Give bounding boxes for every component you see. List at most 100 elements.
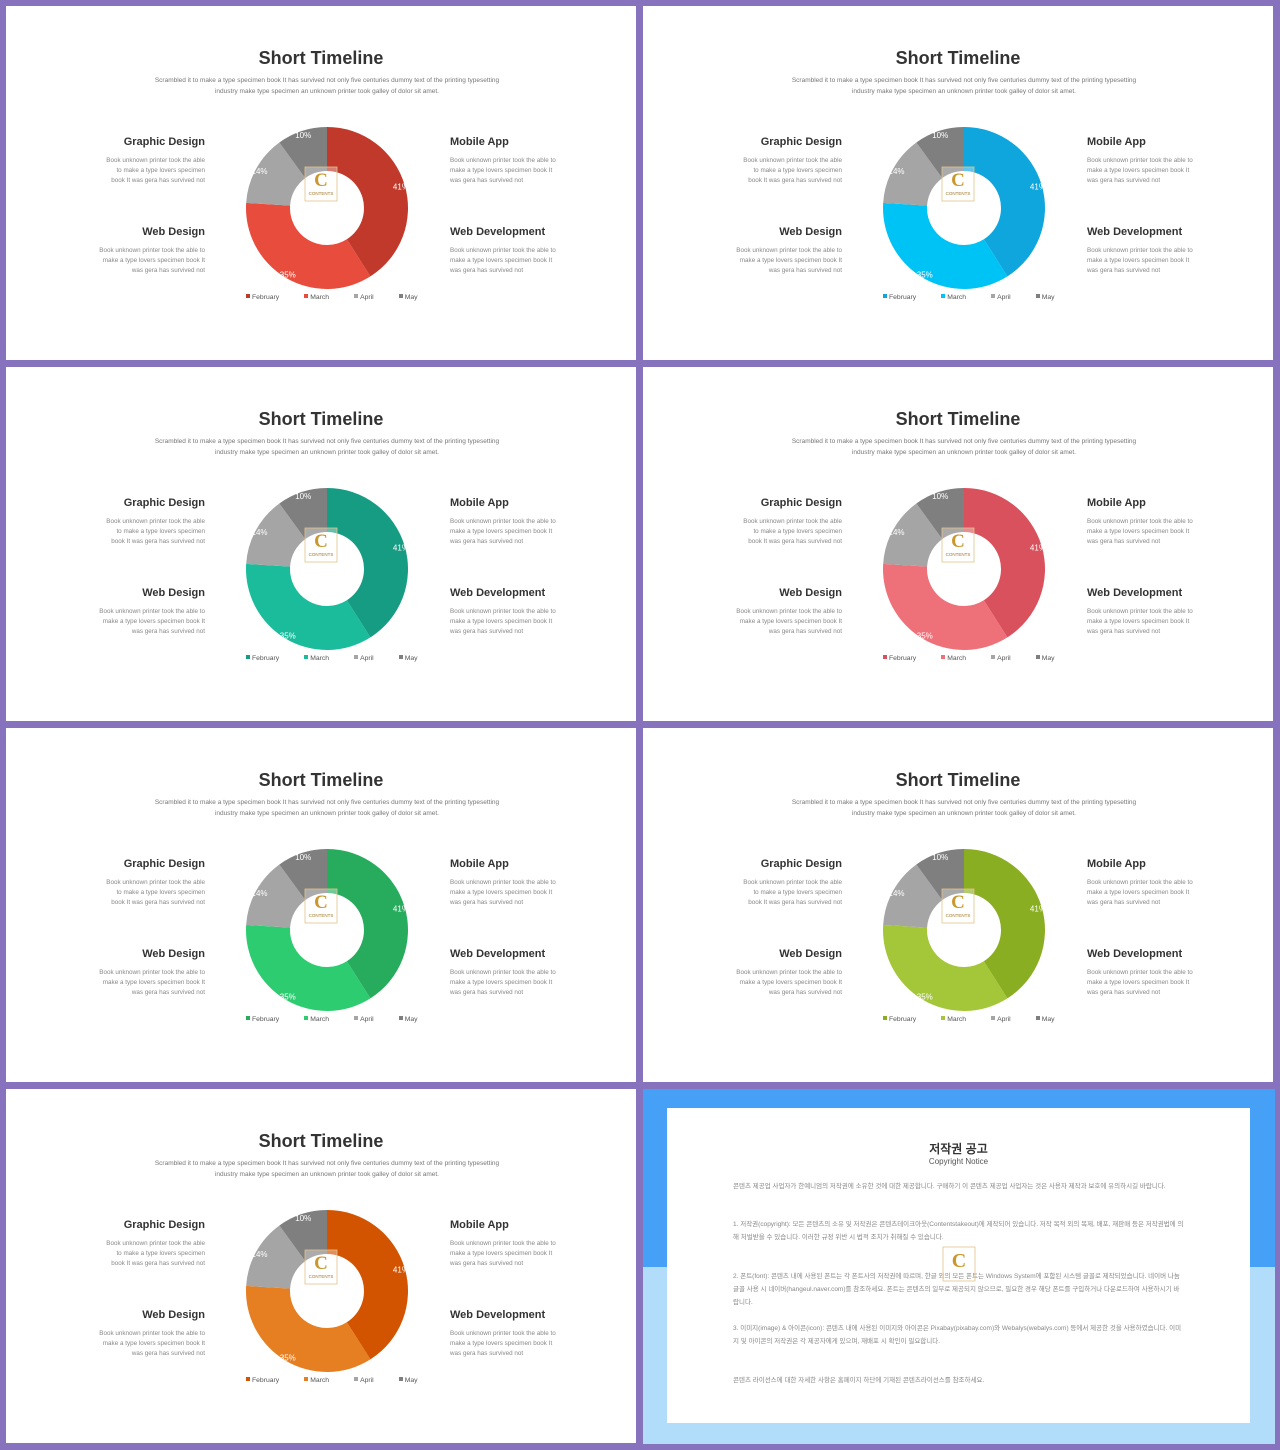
- legend-label: February: [889, 655, 917, 662]
- donut-chart: 41% 35% 14% 10%: [246, 1210, 409, 1372]
- desc-line: Book unknown printer took the able: [106, 879, 205, 886]
- desc-line: make a type lovers specimen book It: [450, 528, 553, 535]
- svg-text:CONTENTS: CONTENTS: [309, 1274, 334, 1279]
- label-graphic-design: Graphic Design: [123, 858, 205, 870]
- legend-item-april: April: [991, 655, 1011, 662]
- donut-slice-march: [246, 563, 371, 650]
- legend-label: April: [997, 655, 1011, 662]
- desc-line: book It was gera has survived not: [111, 538, 205, 545]
- donut-slice-april: [883, 503, 943, 567]
- legend-item-april: April: [354, 1377, 374, 1384]
- label-web-design: Web Design: [142, 948, 205, 960]
- subtitle-line: industry make type specimen an unknown p…: [214, 810, 439, 817]
- desc-line: book It was gera has survived not: [748, 538, 842, 545]
- donut-slice-february: [964, 127, 1045, 277]
- legend-label: March: [310, 655, 330, 662]
- legend-item-february: February: [246, 655, 279, 662]
- svg-text:C: C: [314, 892, 328, 913]
- donut-slice-february: [327, 488, 409, 638]
- desc-line: was gera has survived not: [768, 628, 842, 635]
- desc-line: was gera has survived not: [1087, 899, 1161, 906]
- desc-line: make a type lovers specimen book It: [450, 618, 553, 625]
- donut-slice-april: [246, 503, 306, 567]
- desc-line: Book unknown printer took the able: [743, 518, 842, 525]
- svg-text:CONTENTS: CONTENTS: [309, 552, 334, 557]
- legend-label: April: [360, 294, 374, 301]
- desc-line: make a type lovers specimen book It: [1087, 618, 1190, 625]
- desc-line: Book unknown printer took the able to: [450, 1240, 556, 1247]
- desc-line: make a type lovers specimen book It: [450, 167, 553, 174]
- donut-slice-may: [916, 127, 964, 179]
- legend-label: February: [252, 655, 280, 662]
- label-web-development: Web Development: [450, 1309, 546, 1321]
- legend-item-april: April: [354, 655, 374, 662]
- svg-text:C: C: [314, 1253, 328, 1274]
- label-graphic-design: Graphic Design: [760, 136, 842, 148]
- subtitle-line: industry make type specimen an unknown p…: [851, 449, 1076, 456]
- desc-line: make a type lovers specimen book It: [1087, 167, 1190, 174]
- desc-line: was gera has survived not: [450, 1260, 524, 1267]
- contents-logo-icon: C: [942, 1246, 976, 1282]
- desc-line: was gera has survived not: [768, 267, 842, 274]
- desc-line: Book unknown printer took the able to: [99, 247, 205, 254]
- legend-label: April: [997, 294, 1011, 301]
- legend-label: February: [889, 294, 917, 301]
- legend-swatch: [304, 655, 309, 659]
- legend-swatch: [398, 294, 403, 298]
- desc-line: to make a type lovers specimen: [753, 167, 842, 174]
- legend-swatch: [883, 655, 887, 659]
- slide-title: Short Timeline: [895, 409, 1021, 429]
- subtitle-line: industry make type specimen an unknown p…: [214, 88, 439, 95]
- desc-graphic-design: Book unknown printer took the able to mak…: [743, 156, 842, 186]
- desc-line: make a type lovers specimen book It: [739, 979, 842, 986]
- legend-label: April: [997, 1016, 1011, 1023]
- copyright-title: 저작권 공고: [929, 1142, 988, 1156]
- desc-line: Book unknown printer took the able to: [736, 247, 842, 254]
- donut-label-may: 10%: [295, 853, 311, 862]
- legend-label: February: [252, 1016, 280, 1023]
- legend-item-february: February: [883, 294, 916, 301]
- desc-web-design: Book unknown printer took the able to mak…: [99, 607, 205, 637]
- label-mobile-app: Mobile App: [450, 497, 509, 509]
- donut-label-february: 41%: [393, 544, 409, 553]
- chart-legend: February March April May: [883, 655, 1080, 662]
- legend-label: March: [310, 1377, 330, 1384]
- donut-slice-may: [279, 127, 327, 179]
- desc-web-design: Book unknown printer took the able to mak…: [99, 1329, 205, 1359]
- desc-line: Book unknown printer took the able: [106, 1240, 205, 1247]
- desc-line: was gera has survived not: [450, 1350, 524, 1357]
- label-web-development: Web Development: [450, 948, 546, 960]
- legend-item-may: May: [1035, 1016, 1055, 1023]
- desc-line: to make a type lovers specimen: [116, 528, 205, 535]
- subtitle-line: Scrambled it to make a type specimen boo…: [154, 438, 500, 445]
- desc-line: was gera has survived not: [1087, 989, 1161, 996]
- desc-line: Book unknown printer took the able to: [450, 157, 556, 164]
- legend-item-may: May: [398, 655, 418, 662]
- label-web-design: Web Design: [142, 587, 205, 599]
- donut-slice-march: [246, 1285, 371, 1372]
- legend-swatch: [246, 294, 250, 298]
- legend-item-april: April: [991, 294, 1011, 301]
- desc-line: make a type lovers specimen book It: [1087, 257, 1190, 264]
- desc-line: Book unknown printer took the able to: [736, 969, 842, 976]
- legend-item-march: March: [304, 294, 329, 301]
- legend-label: April: [360, 1377, 374, 1384]
- desc-line: make a type lovers specimen book It: [102, 618, 205, 625]
- svg-text:CONTENTS: CONTENTS: [309, 913, 334, 918]
- svg-text:C: C: [314, 531, 328, 552]
- desc-line: Book unknown printer took the able to: [450, 518, 556, 525]
- donut-slice-february: [327, 1210, 409, 1360]
- donut-label-february: 41%: [1030, 183, 1046, 192]
- subtitle-line: industry make type specimen an unknown p…: [851, 810, 1076, 817]
- desc-line: make a type lovers specimen book It: [450, 1340, 553, 1347]
- legend-label: March: [947, 655, 967, 662]
- donut-label-april: 14%: [889, 889, 905, 898]
- svg-text:CONTENTS: CONTENTS: [946, 913, 971, 918]
- desc-line: book It was gera has survived not: [748, 899, 842, 906]
- legend-label: March: [310, 1016, 330, 1023]
- desc-line: make a type lovers specimen book It: [450, 1250, 553, 1257]
